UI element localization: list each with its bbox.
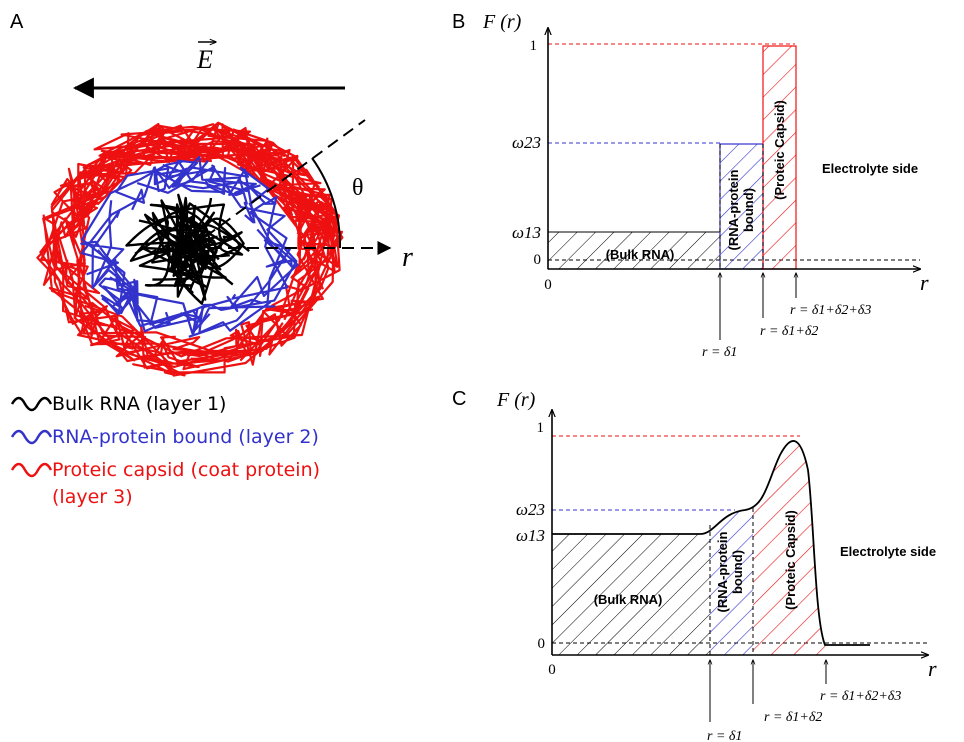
region-rna-protein-bound (719, 143, 764, 270)
panel-b-marker-label-3: r = δ1+δ2+δ3 (790, 303, 871, 318)
rna-protein-strand (136, 164, 298, 311)
panel-c-marker-label-2: r = δ1+δ2 (764, 710, 822, 725)
rna-protein-strand (80, 156, 261, 276)
legend-swatch-bulk-rna (10, 396, 53, 412)
panel-b-tick-one: 1 (530, 38, 538, 54)
panel-c-letter: C (452, 388, 466, 410)
region-bulk-rna (547, 231, 721, 270)
panel-b-tick-zero: 0 (534, 252, 542, 268)
panel-b-electrolyte-label: Electrolyte side (822, 161, 918, 176)
rna-protein-strand (81, 160, 183, 325)
panel-b-label-bulk: (Bulk RNA) (606, 247, 675, 262)
capsid-strand (40, 128, 321, 335)
panel-c-y-axis-label: F (r) (496, 389, 536, 411)
capsid-strand (82, 252, 323, 366)
panel-b-tick-w13: ω13 (512, 223, 541, 242)
bulk-rna-strand (144, 202, 241, 271)
angle-direction-line (189, 119, 366, 249)
capsid-strand (159, 137, 344, 355)
c-region-bulk-rna (552, 440, 710, 655)
bulk-rna-strand (141, 196, 210, 277)
panel-c-marker-label-1: r = δ1 (707, 729, 742, 742)
legend-label-capsid: Proteic capsid (coat protein) (52, 459, 320, 481)
theta-label: θ (352, 175, 364, 201)
panel-b-marker-label-2: r = δ1+δ2 (760, 324, 818, 339)
panel-c-label-bound-2: bound) (730, 550, 745, 594)
panel-b-y-axis-label: F (r) (482, 11, 522, 33)
panel-c-x-axis-label: r (928, 656, 937, 681)
panel-c-tick-w13: ω13 (516, 526, 545, 545)
rna-protein-strand (188, 165, 299, 309)
capsid-strand (78, 122, 333, 359)
theta-arc (311, 157, 342, 249)
panel-b-origin: 0 (544, 277, 552, 293)
legend-swatch-capsid (10, 462, 53, 478)
capsid-strand (50, 121, 286, 295)
bulk-rna-strand (134, 193, 207, 301)
panel-b-tick-w23: ω23 (512, 133, 541, 152)
legend-label-layer3: (layer 3) (52, 486, 133, 508)
panel-c-tick-one: 1 (537, 420, 545, 436)
field-symbol: E (196, 45, 213, 74)
panel-b: B F (r) 1 ω23 ω13 0 0 r (Bulk RNA) (RNA-… (452, 11, 929, 360)
panel-c-label-bulk: (Bulk RNA) (594, 592, 663, 607)
legend-label-bulk-rna: Bulk RNA (layer 1) (52, 393, 226, 415)
virus-particle (36, 121, 344, 377)
capsid-strand (185, 128, 335, 270)
legend-label-rna-protein: RNA-protein bound (layer 2) (52, 426, 319, 448)
c-profile-curve (552, 440, 870, 646)
rna-protein-strand (93, 200, 211, 334)
panel-a-letter: A (10, 11, 24, 33)
bulk-rna-strand (125, 204, 234, 288)
panel-b-marker-label-1: r = δ1 (702, 345, 737, 360)
rna-protein-strand (97, 249, 202, 329)
legend-swatch-rna-protein (10, 429, 53, 445)
rna-protein-strand (153, 167, 288, 306)
panel-c: C F (r) 1 ω23 ω13 0 0 r (Bulk RNA) (RNA- (452, 388, 937, 742)
rna-protein-strand (115, 163, 185, 211)
panel-b-label-bound-2: bound) (741, 188, 756, 232)
panel-b-letter: B (452, 11, 465, 33)
capsid-strand (83, 138, 338, 362)
panel-b-label-capsid: (Proteic Capsid) (772, 100, 787, 200)
panel-b-label-bound-1: (RNA-protein (726, 170, 741, 251)
panel-c-label-bound-1: (RNA-protein (715, 532, 730, 613)
rna-protein-strand (156, 166, 254, 224)
region-proteic-capsid (762, 45, 797, 270)
r-label: r (402, 242, 413, 273)
panel-b-x-axis-label: r (920, 270, 929, 295)
legend: Bulk RNA (layer 1) RNA-protein bound (la… (10, 393, 320, 508)
rna-protein-strand (109, 276, 239, 336)
rna-protein-strand (171, 159, 256, 224)
panel-c-label-capsid: (Proteic Capsid) (783, 510, 798, 610)
panel-c-electrolyte-label: Electrolyte side (840, 544, 936, 559)
panel-c-marker-label-3: r = δ1+δ2+δ3 (820, 689, 901, 704)
panel-c-origin: 0 (548, 662, 556, 678)
panel-c-tick-w23: ω23 (516, 500, 545, 519)
panel-a: A E θ r Bulk RNA (layer 1) RNA-protein b… (10, 11, 413, 508)
panel-c-tick-zero: 0 (538, 636, 546, 652)
